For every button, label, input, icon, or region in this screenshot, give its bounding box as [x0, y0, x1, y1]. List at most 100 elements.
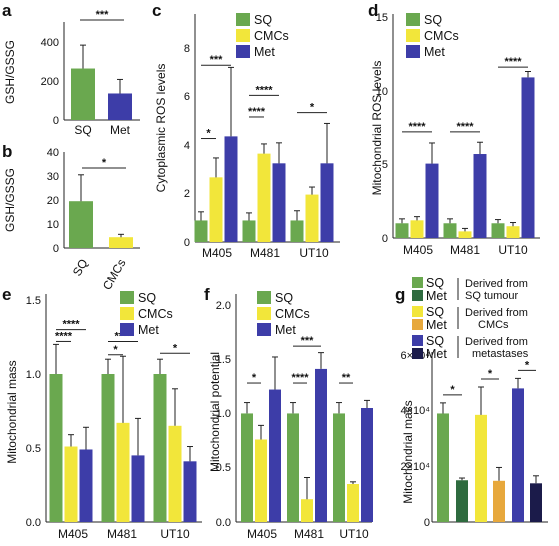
- panel-b-yticks: 0 10 20 30 40: [47, 147, 59, 255]
- pf-met-2-bar: [361, 408, 373, 522]
- legend-label-met: Met: [426, 318, 447, 332]
- panel-g-sig-0-label: *: [450, 384, 455, 396]
- pf-sig-2-label: ****: [291, 372, 309, 384]
- legend-label-met: Met: [424, 45, 445, 59]
- pf-sig-3-label: **: [342, 372, 351, 384]
- pd-met-1-bar: [473, 154, 487, 238]
- pe-cmcs-1-bar: [116, 422, 130, 522]
- panel-c-group-m481: M481: [250, 246, 280, 260]
- legend-label-sq: SQ: [275, 291, 293, 305]
- panel-a-ytick: 400: [41, 37, 59, 49]
- panel-bar-1-bar: [109, 237, 133, 248]
- panel-a-ytick: 0: [53, 115, 59, 127]
- legend-label-sq: SQ: [426, 305, 444, 319]
- pc-met-0-bar: [224, 136, 238, 242]
- legend-label-met: Met: [426, 289, 447, 303]
- panel-bar-0-bar: [69, 201, 93, 248]
- panel-c-legend: SQ CMCs Met: [236, 13, 289, 59]
- panel-f-bars: [241, 352, 373, 522]
- panel-g-label: g: [395, 285, 405, 304]
- panel-f-significance: ******** **: [247, 335, 353, 384]
- panel-b: b GSH/GSSG 0 10 20 30 40 SQ CMCs *: [2, 142, 140, 292]
- panel-f-yticks: 0.0 0.5 1.0 1.5 2.0: [216, 300, 231, 529]
- panel-a-sig: ***: [96, 9, 110, 21]
- pc-cmcs-2-bar: [305, 194, 319, 242]
- legend-label-sq: SQ: [254, 13, 272, 27]
- pe-sig-4-label: *: [173, 342, 178, 354]
- legend-desc2: SQ tumour: [465, 290, 519, 302]
- panel-f-group-ut10: UT10: [339, 527, 369, 541]
- legend-desc1: Derived from: [465, 307, 528, 319]
- panel-b-ytick: 40: [47, 147, 59, 159]
- pf-sig-1-label: ***: [301, 335, 315, 347]
- pd-sq-0-bar: [395, 223, 409, 238]
- legend-desc2: metastases: [472, 348, 529, 360]
- legend-label-met: Met: [254, 45, 275, 59]
- legend-swatch-met: [406, 45, 420, 58]
- panel-e-group-m481: M481: [107, 527, 137, 541]
- panel-c-yticks: 0 2 4 6 8: [184, 43, 190, 249]
- panel-c-ytick: 8: [184, 43, 190, 55]
- panel-g-1-bar: [456, 480, 468, 522]
- panel-g-5-bar: [530, 483, 542, 522]
- legend-label-sq: SQ: [424, 13, 442, 27]
- panel-b-ytick: 20: [47, 195, 59, 207]
- pe-sq-1-bar: [101, 374, 115, 522]
- panel-b-ytick: 10: [47, 219, 59, 231]
- pc-sig-4-label: *: [310, 102, 315, 114]
- legend-label-sq: SQ: [138, 291, 156, 305]
- panel-d-ytick: 5: [382, 159, 388, 171]
- panel-g-bars: [437, 377, 542, 522]
- panel-g-ytick: 2×10⁴: [400, 461, 430, 473]
- pf-sig-0-label: *: [252, 372, 257, 384]
- legend-swatch-sq: [257, 291, 271, 304]
- pc-sig-0-label: ***: [210, 54, 224, 66]
- pd-met-2-bar: [521, 77, 535, 238]
- panel-a-cat-sq: SQ: [74, 123, 91, 137]
- legend-swatch-met-cmcs: [412, 319, 423, 330]
- panel-c-bars: [194, 66, 334, 242]
- panel-g-4-bar: [512, 388, 524, 522]
- panel-d-label: d: [368, 1, 378, 20]
- panel-d-yticks: 0 5 10 15: [376, 12, 388, 245]
- panel-g-significance: * * *: [443, 359, 536, 396]
- pe-sq-0-bar: [49, 374, 63, 522]
- legend-label-sq: SQ: [426, 276, 444, 290]
- panel-f-label: f: [204, 285, 210, 304]
- pf-cmcs-0-bar: [255, 439, 267, 522]
- pf-sq-0-bar: [241, 413, 253, 522]
- panel-a-ylabel: GSH/GSSG: [3, 40, 17, 104]
- panel-g-ytick: 4×10⁴: [400, 405, 430, 417]
- panel-c-label: c: [152, 1, 161, 20]
- panel-b-cat-cmcs: CMCs: [100, 257, 129, 293]
- panel-c-ytick: 2: [184, 188, 190, 200]
- legend-swatch-sq: [236, 13, 250, 26]
- pf-cmcs-2-bar: [347, 484, 359, 522]
- panel-a-label: a: [2, 1, 12, 20]
- panel-d-legend: SQ CMCs Met: [406, 13, 459, 59]
- legend-swatch-sq-cmcs: [412, 306, 423, 317]
- pc-sq-2-bar: [290, 220, 304, 242]
- panel-c-ylabel: Cytoplasmic ROS levels: [154, 64, 168, 193]
- legend-label-met: Met: [138, 323, 159, 337]
- panel-d-group-m405: M405: [403, 243, 433, 257]
- panel-g-sig-2-label: *: [525, 359, 530, 371]
- panel-b-label: b: [2, 142, 12, 161]
- pd-cmcs-2-bar: [506, 226, 520, 238]
- panel-f-ylabel: Mitochondrial potential: [208, 352, 222, 472]
- panel-d-ytick: 10: [376, 86, 388, 98]
- panel-c-ytick: 0: [184, 237, 190, 249]
- panel-f: f Mitochondrial potential 0.0 0.5 1.0 1.…: [204, 285, 373, 541]
- legend-swatch-met: [120, 323, 134, 336]
- panel-b-ytick: 30: [47, 171, 59, 183]
- panel-g-2-bar: [475, 414, 487, 522]
- panel-c-group-m405: M405: [202, 246, 232, 260]
- panel-a: a GSH/GSSG 0 200 400 SQ Met ***: [2, 1, 140, 137]
- panel-a-yticks: 0 200 400: [41, 37, 59, 127]
- pc-sq-1-bar: [242, 220, 256, 242]
- panel-f-ytick: 0.0: [216, 517, 231, 529]
- legend-swatch-met: [236, 45, 250, 58]
- legend-desc1: Derived from: [465, 336, 528, 348]
- panel-b-ylabel: GSH/GSSG: [3, 168, 17, 232]
